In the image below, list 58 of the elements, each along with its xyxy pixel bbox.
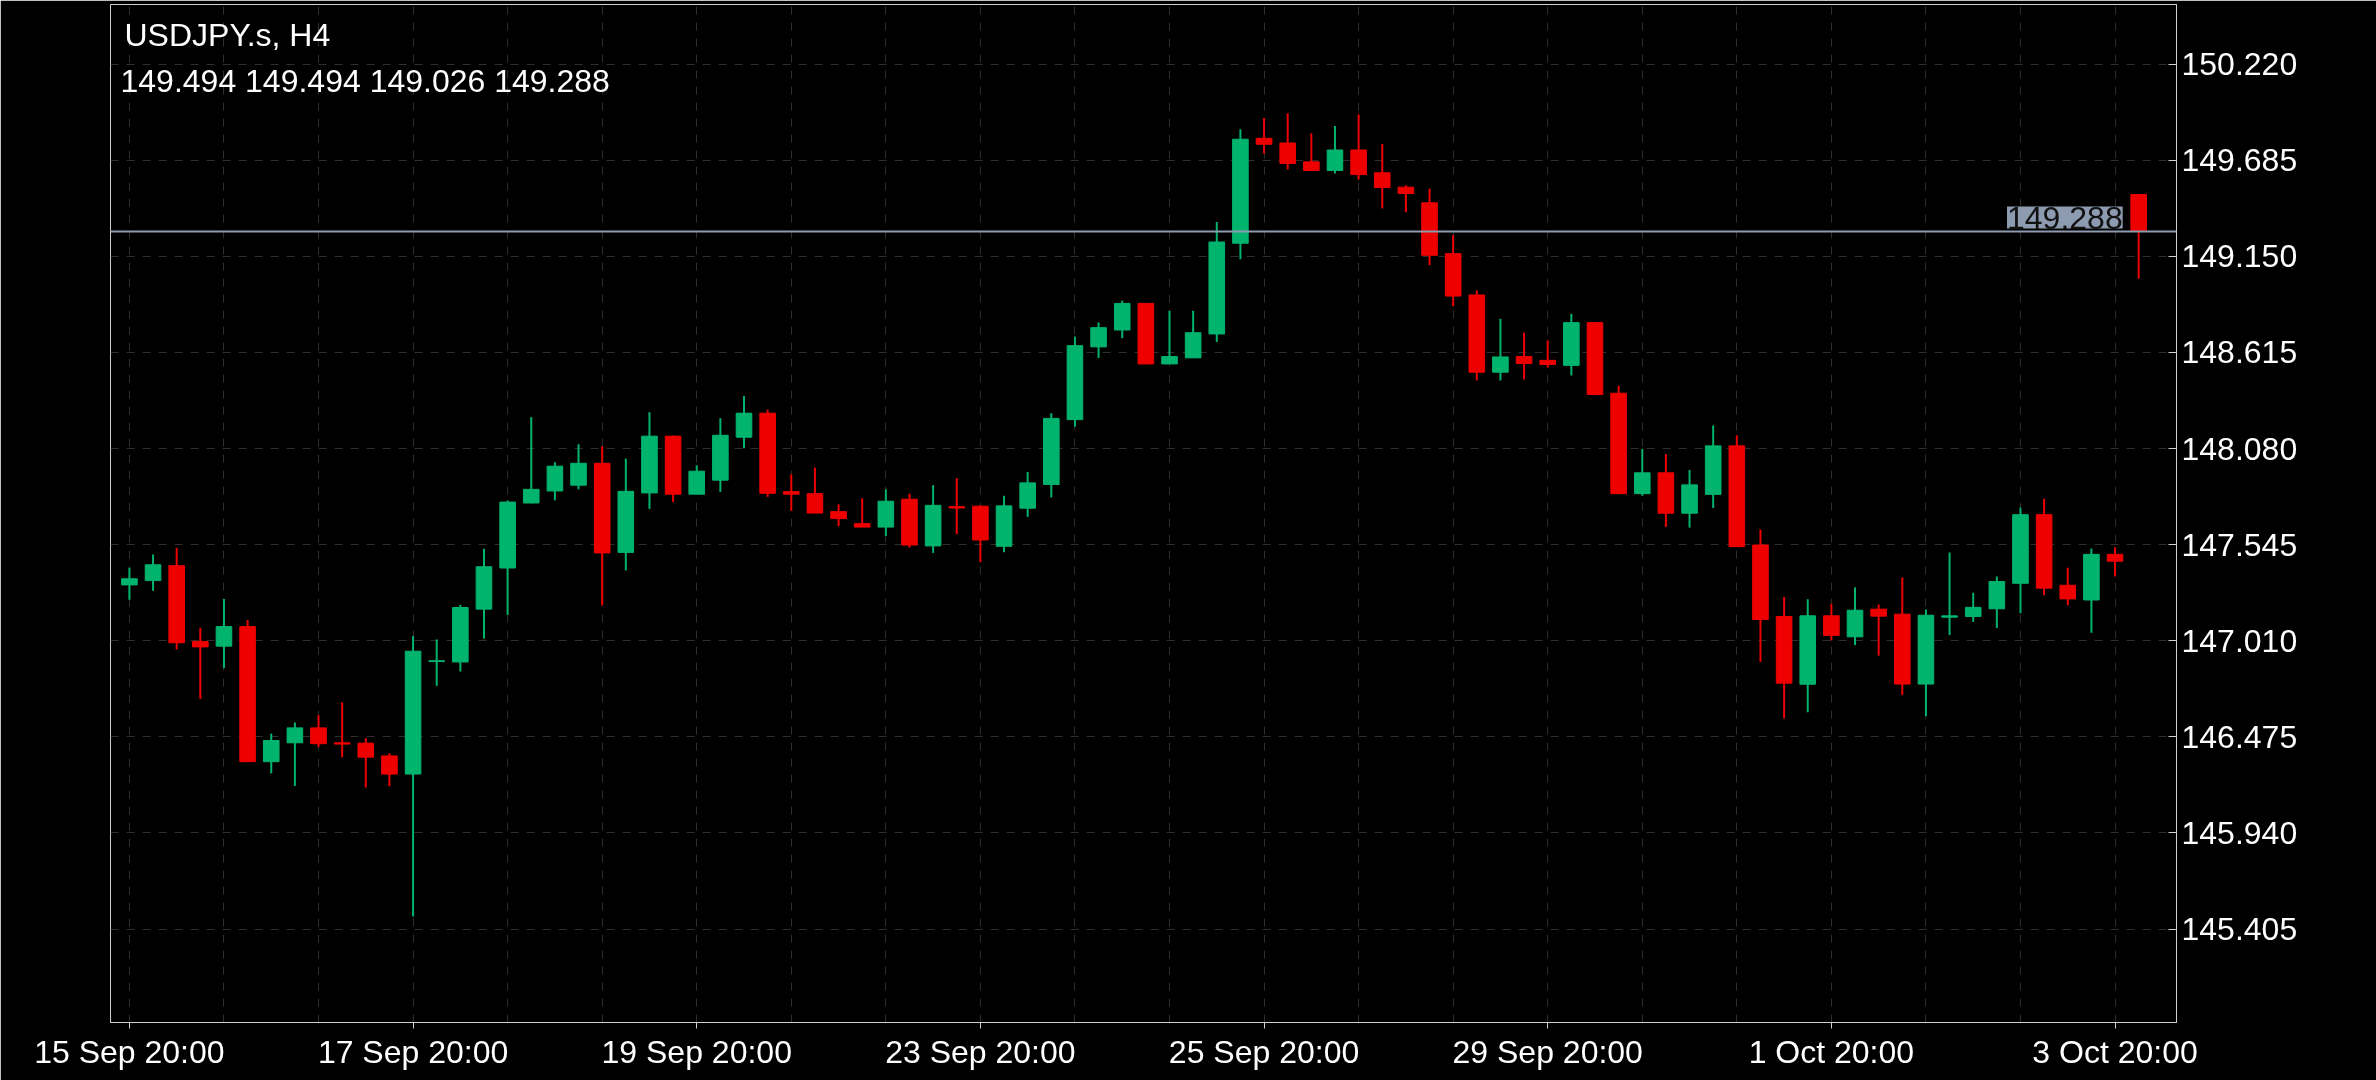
candlestick [853, 497, 871, 529]
ref-line-label: 149.288 [2007, 199, 2123, 236]
chart-title: USDJPY.s, H4 [124, 16, 331, 53]
candlestick [1303, 132, 1320, 172]
candlestick [806, 466, 824, 515]
x-tick-label: 3 Oct 20:00 [2032, 1033, 2198, 1070]
candlestick [381, 752, 398, 788]
candlestick [262, 732, 280, 775]
candlestick [310, 714, 327, 749]
x-tick-label: 25 Sep 20:00 [1168, 1033, 1360, 1070]
x-tick-label: 19 Sep 20:00 [601, 1033, 792, 1070]
candlestick [357, 737, 375, 789]
x-tick-label: 23 Sep 20:00 [885, 1033, 1076, 1070]
x-tick-label: 17 Sep 20:00 [317, 1033, 509, 1070]
candlestick [1090, 321, 1107, 360]
candlestick [948, 477, 966, 536]
y-tick-label: 146.475 [2181, 718, 2298, 755]
candlestick [144, 553, 162, 592]
candlestick [688, 464, 706, 496]
y-tick-label: 145.405 [2181, 911, 2298, 948]
y-tick-label: 147.545 [2181, 526, 2298, 563]
y-tick-label: 147.010 [2181, 622, 2298, 659]
candlestick [1515, 331, 1533, 381]
candlestick [1539, 339, 1557, 369]
y-tick-label: 149.685 [2181, 142, 2298, 179]
x-tick-label: 29 Sep 20:00 [1452, 1033, 1643, 1070]
text: 149.494 149.494 149.026 149.288 [120, 62, 610, 99]
candlestick [1823, 602, 1840, 642]
x-tick-label: 15 Sep 20:00 [34, 1033, 225, 1070]
candlestick [782, 473, 800, 512]
candlestick [522, 416, 540, 505]
candlestick [1161, 309, 1178, 365]
candlestick [1279, 112, 1296, 171]
candlestick [1397, 184, 1415, 214]
candlestick [2059, 566, 2077, 607]
x-tick-label: 1 Oct 20:00 [1748, 1033, 1915, 1070]
candlestick [2106, 546, 2124, 578]
candlestick [121, 566, 138, 601]
candlestick [570, 443, 587, 491]
y-tick-label: 148.615 [2181, 334, 2298, 371]
candlestick [428, 638, 446, 687]
y-tick-label: 149.150 [2181, 238, 2298, 275]
candlestick [1326, 124, 1344, 175]
y-tick-label: 145.940 [2181, 814, 2298, 851]
candlestick [1964, 591, 1982, 623]
candlestick [286, 721, 304, 787]
candlestick [830, 503, 847, 527]
candlestick [1870, 603, 1887, 657]
candlestick [1633, 447, 1651, 497]
candlestick [1373, 142, 1391, 210]
candlestick [1255, 117, 1273, 155]
candlestick [192, 626, 209, 700]
candlestick [215, 598, 233, 670]
candlestick [333, 701, 351, 759]
candlestick [1492, 317, 1509, 382]
candlestick [1941, 551, 1958, 637]
y-tick-label: 150.220 [2181, 46, 2298, 83]
y-tick-label: 148.080 [2181, 430, 2298, 467]
